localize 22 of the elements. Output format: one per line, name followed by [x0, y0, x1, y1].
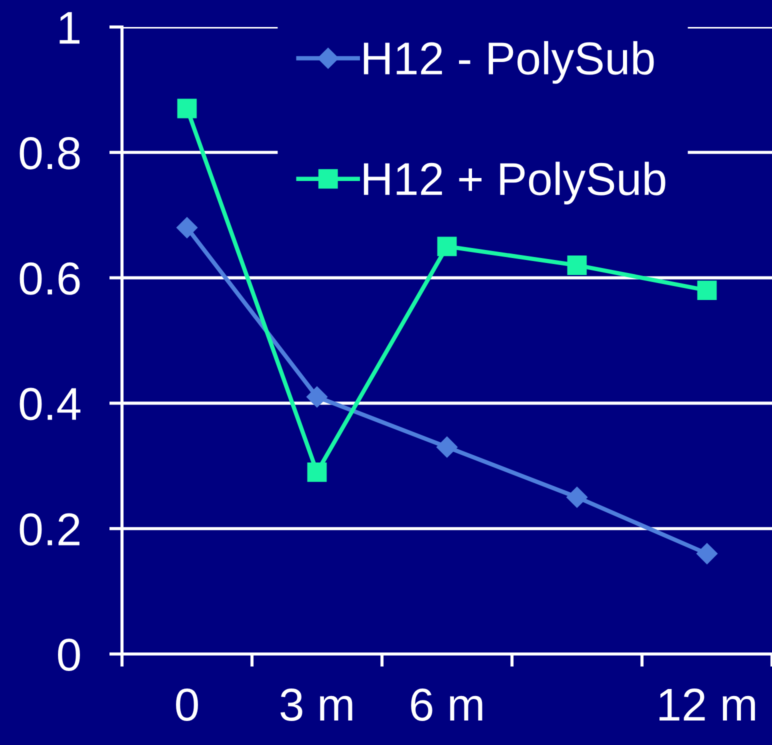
x-tick-label: 3 m [280, 688, 352, 721]
x-tick-label: 6 m [411, 688, 482, 721]
point [697, 280, 717, 300]
y-tick-label: 0.6 [20, 262, 80, 295]
point [566, 486, 588, 508]
y-tick-label: 0.2 [20, 513, 80, 546]
legend-label: H12 + PolySub [364, 162, 666, 204]
legend-label: H12 - PolySub [364, 41, 654, 84]
y-tick-label: 0.8 [20, 137, 80, 170]
y-tick-label: 0 [58, 638, 80, 672]
point [696, 542, 718, 564]
x-tick-label: 12 m [660, 688, 755, 721]
point [436, 436, 458, 458]
y-tick-label: 1 [60, 12, 80, 44]
point [437, 236, 457, 256]
point [307, 462, 327, 482]
point [567, 256, 587, 275]
point [177, 98, 197, 118]
x-tick-label: 0 [176, 688, 198, 721]
point [176, 216, 198, 238]
y-tick-label: 0.4 [20, 388, 80, 420]
point [306, 386, 328, 408]
